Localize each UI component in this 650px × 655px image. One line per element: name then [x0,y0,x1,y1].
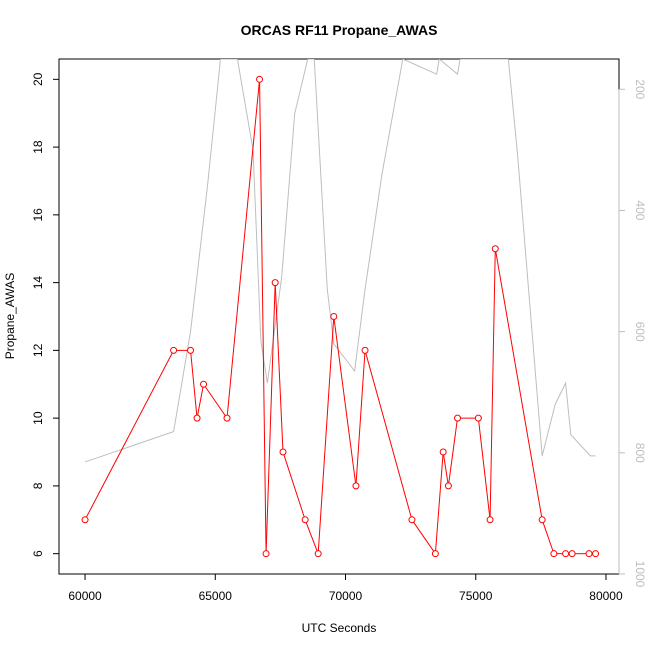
x-tick-label: 65000 [199,589,233,603]
series-left-point [193,414,201,422]
series-left-segment [489,251,496,517]
series-left-point [444,482,452,490]
series-left-segment [317,319,335,551]
series-left-point [562,550,570,558]
series-left-point [81,516,89,524]
series-left-point [187,346,195,354]
y-tick-label: 18 [31,140,45,154]
series-left-point [592,550,600,558]
chart-title: ORCAS RF11 Propane_AWAS [241,22,438,38]
series-left-point [301,516,309,524]
x-tick-label: 75000 [459,589,493,603]
y-tick-label: 14 [31,276,45,290]
axes-layer: 60000 65000 70000 75000 80000 6 8 10 12 14 16 18 20 2… [31,72,647,603]
series-left-segment [413,522,434,552]
x-tick-label: 70000 [329,589,363,603]
series-left-segment [259,82,267,551]
y-tick-label: 16 [31,208,45,222]
y-tick-label: 20 [31,72,45,86]
x-tick-label: 80000 [589,589,623,603]
series-left-segment [265,285,276,551]
series-left-segment [542,522,554,551]
series-left-segment [365,353,412,517]
series-right-line [84,59,596,463]
plot-frame [58,58,620,575]
series-left-point [491,245,499,253]
x-tick-label: 60000 [68,589,102,603]
series-left-segment [204,386,226,416]
series-left-point [431,550,439,558]
series-left-segment [355,353,366,483]
series-left-segment [226,82,260,416]
series-left-segment [435,455,444,551]
y-tick-label: 12 [31,343,45,357]
y2-tick-label: 600 [633,322,647,342]
series-left-point [474,414,482,422]
series-left-point [170,346,178,354]
series-left-segment [495,251,543,517]
series-left-segment [448,421,458,483]
series-left-point [568,550,576,558]
series-left-segment [305,522,318,551]
series-right-clip-group [84,59,596,463]
series-left-point [279,448,287,456]
series-left-point [314,550,322,558]
series-left-point [439,448,447,456]
series-left-point [538,516,546,524]
series-left-segment [190,353,198,416]
y-tick-label: 6 [31,550,45,557]
series-left-point [486,516,494,524]
y-axis-label: Propane_AWAS [3,273,17,360]
series-left-segment [274,285,284,449]
series-left-segment [478,421,491,517]
series-left-segment [443,455,449,483]
series-left-segment [197,387,204,416]
series-left-point [262,550,270,558]
y-tick-label: 10 [31,411,45,425]
series-left-point [352,482,360,490]
series-left-point [585,550,593,558]
y2-tick-label: 1000 [633,561,647,588]
series-left-point [200,380,208,388]
series-left-segment [86,352,173,518]
series-left-point [408,516,416,524]
series-left-point [330,313,338,320]
y-tick-label: 8 [31,482,45,489]
series-left-point [223,414,231,422]
series-left-segment [333,319,357,483]
y2-tick-label: 200 [633,79,647,99]
left-axis-series-layer [81,75,600,558]
right-axis-series-layer [84,59,596,463]
series-left-point [361,346,369,354]
y2-tick-label: 800 [633,443,647,463]
x-axis-label: UTC Seconds [302,621,377,635]
series-left-point [256,75,264,83]
series-left-segment [283,454,305,517]
series-left-point [271,279,279,287]
y2-tick-label: 400 [633,200,647,220]
series-left-point [550,550,558,558]
series-left-point [454,414,462,422]
